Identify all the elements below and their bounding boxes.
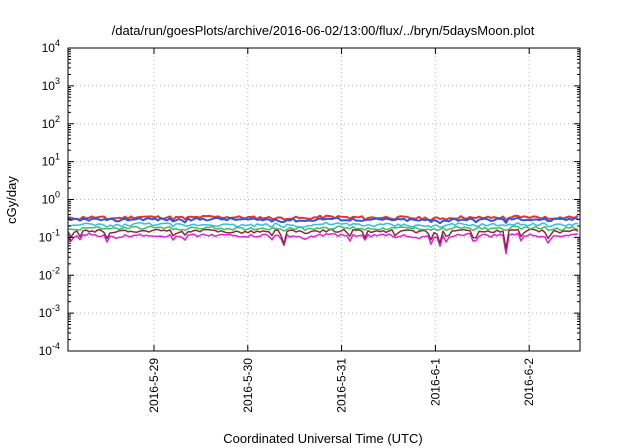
- y-axis-label: cGy/day: [4, 176, 19, 224]
- x-tick-label: 2016-6-1: [428, 358, 442, 406]
- series-line: [67, 221, 579, 229]
- x-tick-label: 2016-5-31: [335, 358, 349, 413]
- plot-area: [67, 214, 579, 255]
- x-axis-label: Coordinated Universal Time (UTC): [223, 431, 422, 446]
- x-tick-label: 2016-5-30: [241, 358, 255, 413]
- series-line: [67, 216, 579, 225]
- series-line: [67, 228, 579, 250]
- y-tick-label: 104: [42, 38, 60, 55]
- y-axis: 10-4 10-3 10-2 10-1 100 101 102 103 104: [39, 38, 580, 358]
- series-line: [67, 225, 579, 232]
- y-tick-label: 10-1: [39, 227, 60, 244]
- x-tick-label: 2016-6-2: [522, 358, 536, 406]
- grid: [68, 48, 580, 351]
- y-tick-label: 102: [42, 114, 60, 131]
- chart-title: /data/run/goesPlots/archive/2016-06-02/1…: [112, 23, 535, 38]
- series-line: [67, 232, 579, 255]
- y-tick-label: 101: [42, 152, 60, 169]
- y-tick-label: 10-4: [39, 341, 60, 358]
- y-tick-label: 10-2: [39, 265, 60, 282]
- x-axis: 2016-5-29 2016-5-30 2016-5-31 2016-6-1 2016-…: [147, 48, 536, 413]
- y-tick-label: 103: [42, 76, 60, 93]
- y-tick-label: 10-3: [39, 303, 60, 320]
- x-tick-label: 2016-5-29: [147, 358, 161, 413]
- y-tick-label: 100: [42, 190, 60, 207]
- series-line: [67, 214, 579, 222]
